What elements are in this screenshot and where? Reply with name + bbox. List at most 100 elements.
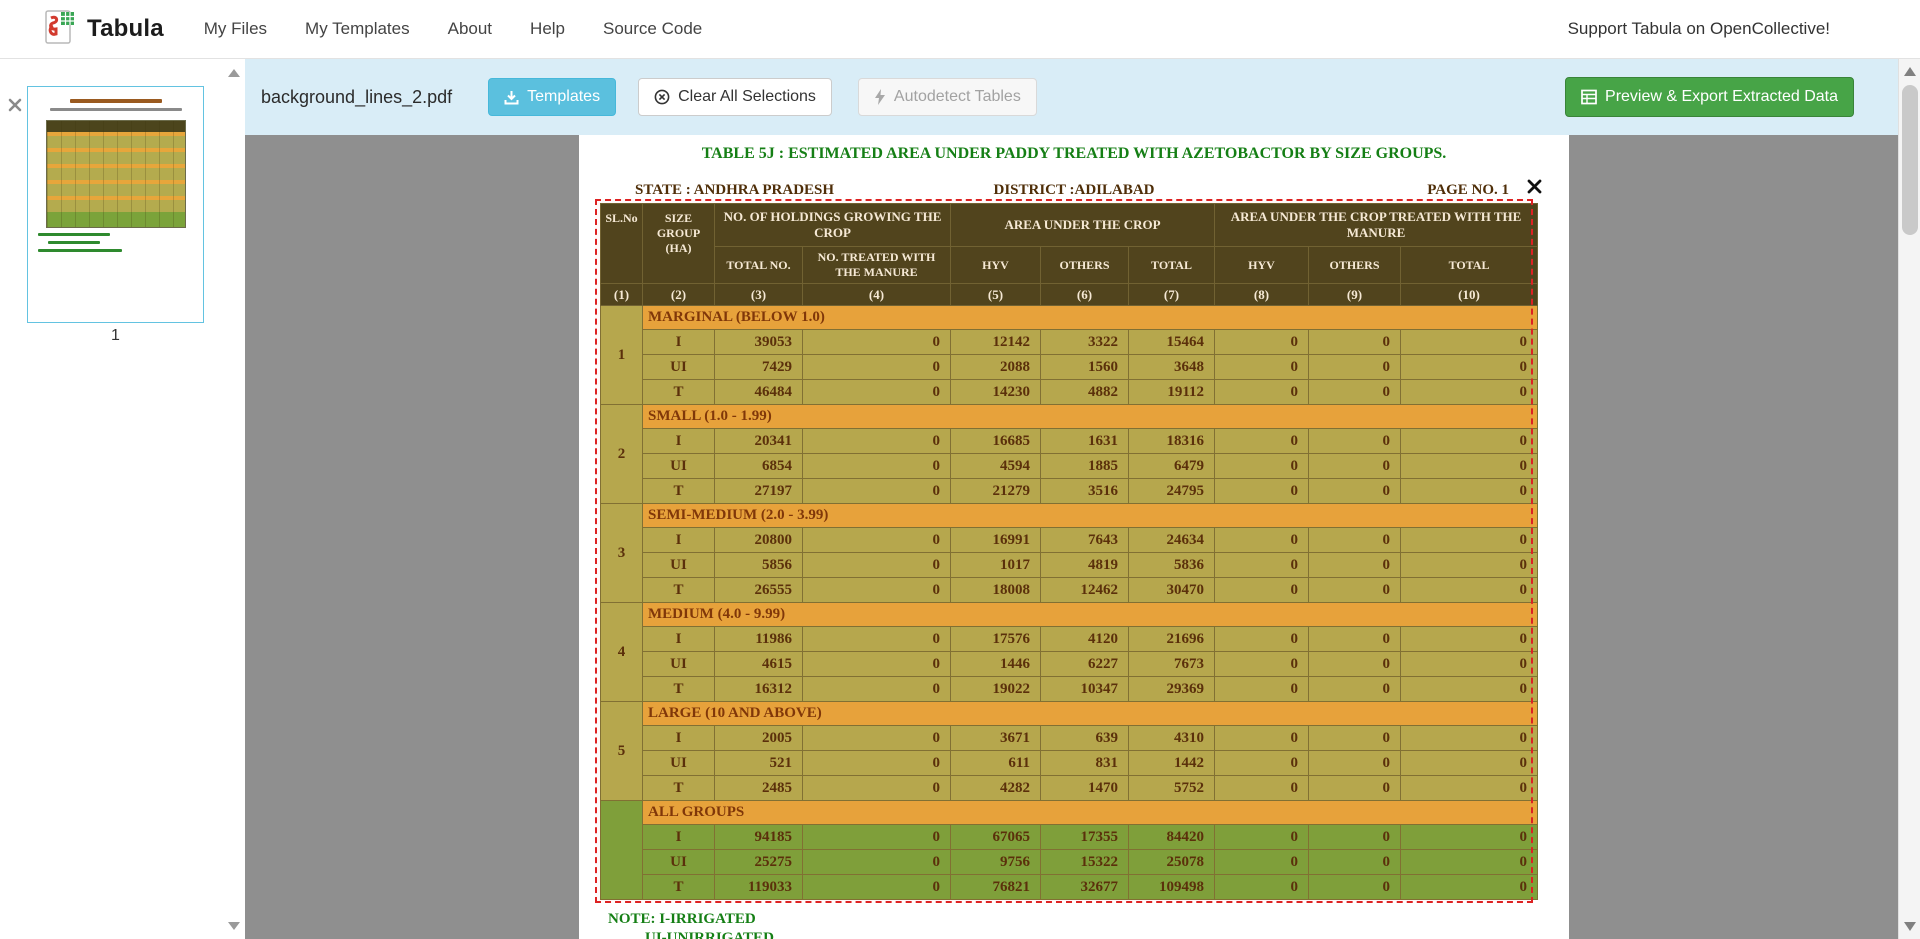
nav-item-help[interactable]: Help bbox=[530, 19, 566, 38]
brand-title: Tabula bbox=[87, 15, 164, 42]
irrigation-type-cell: UI bbox=[642, 552, 715, 578]
toolbar: background_lines_2.pdf Templates Clear A… bbox=[245, 59, 1898, 135]
value-cell: 1631 bbox=[1040, 428, 1129, 454]
templates-button[interactable]: Templates bbox=[488, 78, 617, 116]
window-scrollbar[interactable] bbox=[1898, 59, 1920, 939]
irrigation-type-cell: T bbox=[642, 577, 715, 603]
value-cell: 0 bbox=[1400, 874, 1539, 900]
value-cell: 0 bbox=[1400, 354, 1539, 380]
value-cell: 109498 bbox=[1127, 874, 1216, 900]
value-cell: 0 bbox=[1214, 428, 1310, 454]
value-cell: 94185 bbox=[714, 824, 803, 850]
value-cell: 16685 bbox=[950, 428, 1041, 454]
thumbnail-table-preview bbox=[45, 120, 186, 228]
irrigation-type-cell: I bbox=[642, 329, 715, 355]
value-cell: 3322 bbox=[1040, 329, 1129, 355]
table-data-row: I 39053 0 12142 3322 15464 0 0 0 bbox=[601, 329, 1539, 355]
scroll-down-icon[interactable] bbox=[1904, 922, 1916, 931]
thumbnail-subtitle-line bbox=[49, 108, 182, 111]
irrigation-type-cell: I bbox=[642, 824, 715, 850]
table-selection-box[interactable] bbox=[595, 199, 1533, 903]
value-cell: 1446 bbox=[950, 651, 1041, 677]
thumbnail-title-line bbox=[69, 99, 162, 103]
value-cell: 7429 bbox=[714, 354, 803, 380]
value-cell: 0 bbox=[802, 651, 951, 677]
serial-number-cell: 5 bbox=[600, 701, 643, 801]
value-cell: 32677 bbox=[1040, 874, 1129, 900]
value-cell: 0 bbox=[802, 552, 951, 578]
header-no-treated: NO. TREATED WITH THE MANURE bbox=[802, 246, 951, 284]
value-cell: 12142 bbox=[950, 329, 1041, 355]
value-cell: 18008 bbox=[950, 577, 1041, 603]
support-link[interactable]: Support Tabula on OpenCollective! bbox=[1567, 19, 1830, 38]
value-cell: 0 bbox=[1308, 379, 1402, 405]
header-size-group: SIZE GROUP (HA) bbox=[642, 203, 715, 284]
header-total: TOTAL bbox=[1127, 246, 1216, 284]
scrollbar-thumb[interactable] bbox=[1902, 85, 1918, 235]
lightning-icon bbox=[874, 89, 886, 105]
group-label-cell: SMALL (1.0 - 1.99) bbox=[641, 404, 1539, 429]
district-label: DISTRICT :ADILABAD bbox=[993, 182, 1155, 198]
remove-selection-icon[interactable] bbox=[1527, 179, 1542, 199]
value-cell: 27197 bbox=[714, 478, 803, 504]
header-others-2: OTHERS bbox=[1308, 246, 1402, 284]
value-cell: 0 bbox=[802, 626, 951, 652]
brand[interactable]: Tabula bbox=[45, 9, 164, 49]
value-cell: 25078 bbox=[1127, 849, 1216, 875]
scroll-up-icon[interactable] bbox=[1904, 67, 1916, 76]
value-cell: 0 bbox=[1308, 478, 1402, 504]
clear-selections-icon bbox=[654, 89, 670, 105]
value-cell: 0 bbox=[1214, 676, 1310, 702]
value-cell: 84420 bbox=[1127, 824, 1216, 850]
nav-item-about[interactable]: About bbox=[447, 19, 493, 38]
group-label-cell: MARGINAL (BELOW 1.0) bbox=[641, 305, 1539, 330]
value-cell: 9756 bbox=[950, 849, 1041, 875]
group-band-row: 2 SMALL (1.0 - 1.99) bbox=[600, 404, 1539, 504]
nav-item-source-code[interactable]: Source Code bbox=[603, 19, 703, 38]
value-cell: 18316 bbox=[1127, 428, 1216, 454]
value-cell: 0 bbox=[1214, 354, 1310, 380]
note-line: NOTE: I-IRRIGATED bbox=[608, 911, 756, 927]
preview-export-button[interactable]: Preview & Export Extracted Data bbox=[1565, 77, 1854, 117]
group-band-row: 5 LARGE (10 AND ABOVE) bbox=[600, 701, 1539, 801]
table-header: SL.No SIZE GROUP (HA) NO. OF HOLDINGS GR… bbox=[600, 203, 1539, 306]
nav-item-my-files[interactable]: My Files bbox=[203, 19, 268, 38]
table-data-row: I 2005 0 3671 639 4310 0 0 0 bbox=[601, 725, 1539, 751]
page-no-label: PAGE NO. 1 bbox=[1427, 182, 1509, 198]
value-cell: 611 bbox=[950, 750, 1041, 776]
value-cell: 4310 bbox=[1127, 725, 1216, 751]
value-cell: 46484 bbox=[714, 379, 803, 405]
table-data-row: I 94185 0 67065 17355 84420 0 0 0 bbox=[601, 824, 1539, 850]
serial-number-cell: 3 bbox=[600, 503, 643, 603]
pdf-page[interactable]: TABLE 5J : ESTIMATED AREA UNDER PADDY TR… bbox=[579, 135, 1569, 939]
value-cell: 0 bbox=[1308, 626, 1402, 652]
value-cell: 17576 bbox=[950, 626, 1041, 652]
value-cell: 0 bbox=[802, 577, 951, 603]
nav-item-my-templates[interactable]: My Templates bbox=[305, 19, 410, 38]
clear-all-selections-button[interactable]: Clear All Selections bbox=[638, 78, 832, 116]
page-thumbnail[interactable] bbox=[27, 86, 204, 323]
value-cell: 0 bbox=[802, 750, 951, 776]
autodetect-tables-button[interactable]: Autodetect Tables bbox=[857, 78, 1037, 116]
header-slno: SL.No bbox=[600, 203, 643, 284]
clear-button-label: Clear All Selections bbox=[678, 88, 816, 105]
value-cell: 26555 bbox=[714, 577, 803, 603]
sidebar-scroll-up-icon[interactable] bbox=[228, 69, 240, 77]
col-number: (6) bbox=[1040, 283, 1129, 306]
table-data-row: UI 5856 0 1017 4819 5836 0 0 0 bbox=[601, 552, 1539, 578]
group-label-cell: ALL GROUPS bbox=[641, 800, 1539, 825]
value-cell: 0 bbox=[1308, 577, 1402, 603]
table-data-row: UI 7429 0 2088 1560 3648 0 0 0 bbox=[601, 354, 1539, 380]
value-cell: 0 bbox=[802, 676, 951, 702]
sidebar-scroll-down-icon[interactable] bbox=[228, 922, 240, 930]
value-cell: 0 bbox=[1308, 651, 1402, 677]
value-cell: 0 bbox=[802, 478, 951, 504]
templates-button-label: Templates bbox=[527, 88, 601, 105]
value-cell: 2005 bbox=[714, 725, 803, 751]
header-hyv: HYV bbox=[950, 246, 1041, 284]
document-title: TABLE 5J : ESTIMATED AREA UNDER PADDY TR… bbox=[701, 145, 1447, 162]
value-cell: 0 bbox=[1400, 824, 1539, 850]
value-cell: 0 bbox=[1400, 478, 1539, 504]
header-total-no: TOTAL NO. bbox=[714, 246, 803, 284]
remove-page-icon[interactable] bbox=[8, 98, 22, 117]
